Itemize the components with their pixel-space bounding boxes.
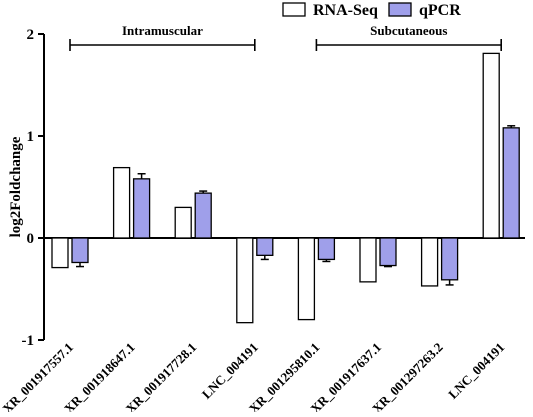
y-tick-label: 1 [27,129,35,145]
y-tick-label: 2 [27,27,35,43]
bar-rnaseq-5 [359,237,377,283]
bar-rnaseq-6 [420,237,439,287]
legend-label-rnaseq: RNA-Seq [313,2,378,19]
category-label-3: LNC_004191 [199,340,261,402]
legend-label-qpcr: qPCR [419,2,461,19]
category-label-7: LNC_004191 [445,340,507,402]
legend-swatch-qpcr [388,2,412,17]
bar-qpcr-3 [256,237,274,256]
group-label-1: Subcutaneous [370,23,447,38]
bar-qpcr-2 [194,192,212,239]
y-tick-label: -1 [22,333,35,349]
bar-rnaseq-7 [482,52,500,239]
bar-rnaseq-0 [51,237,69,269]
bar-qpcr-5 [379,237,397,267]
bar-rnaseq-2 [174,206,192,239]
bar-qpcr-0 [71,237,89,264]
group-label-0: Intramuscular [122,23,203,38]
y-axis-title: log2Foldchange [8,136,24,237]
bar-qpcr-7 [502,127,520,239]
bar-qpcr-1 [132,178,151,239]
y-tick-label: 0 [27,231,35,247]
bar-rnaseq-3 [236,237,254,324]
bar-qpcr-4 [317,237,336,261]
bar-qpcr-6 [440,237,459,281]
bar-rnaseq-1 [112,166,131,239]
legend-swatch-rnaseq [282,2,306,17]
bar-rnaseq-4 [297,237,316,321]
